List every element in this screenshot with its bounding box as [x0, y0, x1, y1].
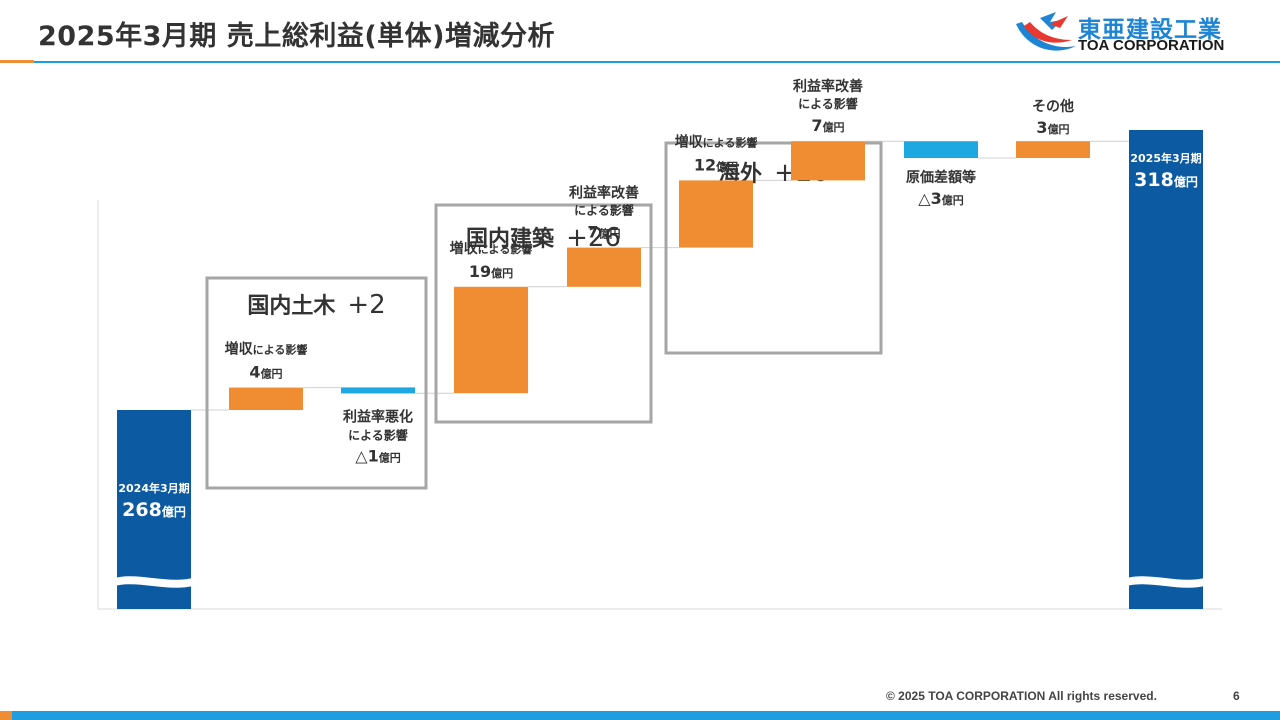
step-sub-db-margin: による影響	[574, 203, 634, 218]
step-label-dc-margin: 利益率悪化	[343, 408, 413, 425]
amount-value: 4	[249, 363, 260, 382]
amount-label-end: 318億円	[1134, 169, 1198, 191]
amount-unit: 億円	[1048, 122, 1070, 136]
step-label-db-sales: 増収による影響	[450, 240, 533, 257]
amount-unit: 億円	[162, 504, 186, 519]
amount-unit: 億円	[599, 227, 621, 241]
group-box-overseas	[664, 141, 883, 355]
step-label-ov-sales: 増収による影響	[675, 133, 758, 150]
axis-break-mark	[115, 576, 193, 588]
amount-label-dc-sales: 4億円	[249, 363, 282, 382]
bar-db-margin	[567, 247, 641, 287]
amount-label-cost-diff: △3億円	[918, 189, 963, 208]
toa-bird-logo-icon	[1016, 12, 1076, 51]
amount-unit: 億円	[716, 159, 738, 173]
amount-unit: 億円	[1174, 174, 1198, 189]
step-label-main: 増収	[675, 133, 704, 150]
amount-unit: 億円	[823, 120, 845, 134]
title-underline	[34, 61, 1280, 63]
step-label-db-margin: 利益率改善	[569, 185, 639, 202]
step-label-main: 利益率改善	[569, 185, 639, 202]
company-logo: 東亜建設工業 TOA CORPORATION	[1012, 10, 1252, 56]
logo-en-text: TOA CORPORATION	[1078, 37, 1225, 54]
title-underline-accent	[0, 60, 34, 63]
step-label-main: 増収	[225, 341, 254, 358]
bar-db-sales	[454, 286, 528, 394]
amount-label-dc-margin: △1億円	[355, 446, 400, 465]
copyright-text: © 2025 TOA CORPORATION All rights reserv…	[886, 689, 1157, 703]
amount-label-start: 268億円	[122, 499, 186, 521]
amount-value: △1	[355, 446, 378, 465]
page-number: 6	[1233, 689, 1240, 703]
amount-label-db-sales: 19億円	[469, 262, 513, 281]
total-label-start: 2024年3月期	[118, 481, 189, 495]
step-label-ov-margin: 利益率改善	[793, 78, 863, 95]
bar-dc-margin	[341, 387, 415, 394]
bar-ov-sales	[679, 180, 753, 248]
bar-ov-margin	[791, 141, 865, 181]
group-box-domestic-building	[434, 203, 653, 424]
step-label-main: 原価差額等	[906, 169, 976, 186]
bar-cost-diff	[904, 141, 978, 158]
logo-jp-text: 東亜建設工業	[1078, 17, 1222, 43]
bar-start	[117, 410, 191, 609]
amount-label-other: 3億円	[1036, 118, 1069, 137]
group-box-domestic-civil	[205, 276, 428, 490]
step-label-sub: による影響	[253, 343, 308, 357]
step-label-cost-diff: 原価差額等	[906, 169, 976, 186]
step-label-main: 利益率悪化	[343, 408, 413, 425]
step-label-dc-sales: 増収による影響	[225, 341, 308, 358]
step-label-other: その他	[1032, 98, 1074, 115]
group-name: 国内建築	[466, 226, 555, 252]
total-label-end: 2025年3月期	[1130, 151, 1201, 165]
amount-value: 7	[811, 116, 822, 135]
amount-value: 318	[1134, 169, 1174, 191]
page-title: 2025年3月期 売上総利益(単体)増減分析	[38, 21, 556, 52]
step-label-main: 利益率改善	[793, 78, 863, 95]
group-total: +2	[347, 290, 385, 320]
step-label-main: その他	[1032, 98, 1074, 115]
amount-label-ov-margin: 7億円	[811, 116, 844, 135]
bar-end	[1129, 130, 1203, 609]
footer-bar-accent	[0, 711, 12, 720]
amount-value: 7	[587, 223, 598, 242]
amount-value: 268	[122, 499, 162, 521]
step-label-main: 増収	[450, 240, 479, 257]
amount-label-db-margin: 7億円	[587, 223, 620, 242]
group-title-domestic-civil: 国内土木 +2	[247, 290, 385, 320]
step-sub-dc-margin: による影響	[348, 427, 408, 442]
amount-unit: 億円	[379, 450, 401, 464]
amount-value: 12	[694, 155, 716, 174]
amount-label-ov-sales: 12億円	[694, 155, 738, 174]
step-label-sub: による影響	[478, 242, 533, 256]
amount-unit: 億円	[491, 266, 513, 280]
bar-dc-sales	[229, 387, 303, 410]
amount-value: 3	[1036, 118, 1047, 137]
amount-unit: 億円	[942, 193, 964, 207]
amount-unit: 億円	[261, 367, 283, 381]
bar-other	[1016, 141, 1090, 158]
step-label-sub: による影響	[703, 135, 758, 149]
group-name: 国内土木	[247, 294, 336, 319]
amount-value: 19	[469, 262, 491, 281]
step-sub-ov-margin: による影響	[798, 96, 858, 111]
footer-bar	[0, 711, 1280, 720]
amount-value: △3	[918, 189, 941, 208]
axis-break-mark	[1127, 576, 1205, 588]
